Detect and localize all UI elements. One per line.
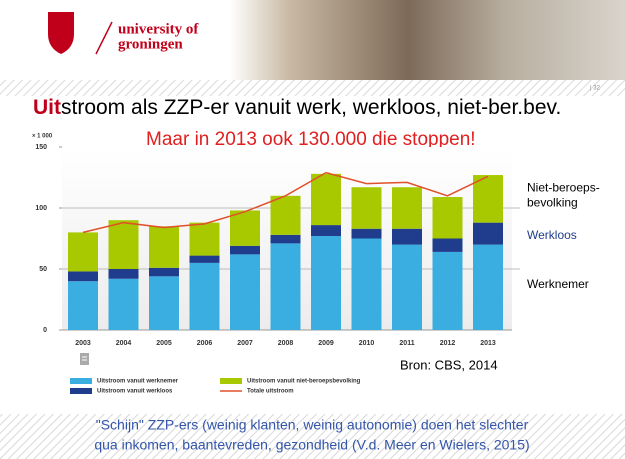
x-tick-label: 2008 xyxy=(278,340,294,347)
bar-segment xyxy=(311,236,341,330)
bar-segment xyxy=(149,226,179,268)
x-tick-label: 2003 xyxy=(75,340,91,347)
annotation: Werknemer xyxy=(527,277,589,291)
bar-segment xyxy=(149,276,179,330)
x-tick-label: 2010 xyxy=(359,340,375,347)
bar-segment xyxy=(473,175,503,223)
y-tick-label: 50 xyxy=(39,266,47,273)
y-tick-label: 0 xyxy=(43,327,47,334)
bar-segment xyxy=(311,173,341,226)
slide-title: Uitstroom als ZZP-er vanuit werk, werklo… xyxy=(33,96,561,119)
legend-swatch xyxy=(220,378,242,384)
bar-segment xyxy=(351,228,382,239)
bar-segment xyxy=(392,228,422,245)
bar-segment xyxy=(230,210,260,246)
bar-segment xyxy=(270,243,301,330)
bar-segment xyxy=(311,225,341,237)
bar-segment xyxy=(230,245,260,255)
bar-segment xyxy=(149,267,179,277)
legend-label: Uitstroom vanuit werknemer xyxy=(97,379,179,385)
bar-segment xyxy=(351,238,382,330)
y-tick-label: 150 xyxy=(35,144,47,151)
bar-segment xyxy=(432,238,463,252)
legend-label: Totale uitstroom xyxy=(247,389,294,395)
bar-segment xyxy=(68,232,98,272)
bar-segment xyxy=(230,254,260,330)
bar-segment xyxy=(473,222,503,245)
footer-text: qua inkomen, baantevreden, gezondheid (V… xyxy=(94,437,529,453)
x-tick-label: 2007 xyxy=(237,340,253,347)
subtitle: Maar in 2013 ook 130.000 die stoppen! xyxy=(146,129,476,150)
bar-segment xyxy=(392,244,422,330)
x-tick-label: 2011 xyxy=(399,340,414,347)
x-tick-label: 2005 xyxy=(156,340,172,347)
logo-slash xyxy=(95,21,113,55)
source: Bron: CBS, 2014 xyxy=(400,357,498,372)
logo-shield xyxy=(48,12,74,54)
x-tick-label: 2006 xyxy=(197,340,213,347)
bar-segment xyxy=(68,271,98,282)
bar-segment xyxy=(432,197,463,239)
legend-label: Uitstroom vanuit niet-beroepsbevolking xyxy=(247,379,361,385)
bar-segment xyxy=(108,220,139,269)
bar-segment xyxy=(270,234,301,244)
bar-segment xyxy=(189,262,220,330)
bar-segment xyxy=(392,187,422,229)
x-tick-label: 2012 xyxy=(440,340,456,347)
logo-text: groningen xyxy=(118,36,183,52)
bar-segment xyxy=(189,222,220,256)
x-tick-label: 2013 xyxy=(480,340,496,347)
header-photo xyxy=(230,0,625,80)
legend-label: Uitstroom vanuit werkloos xyxy=(97,389,173,395)
footer-text: "Schijn" ZZP-ers (weinig klanten, weinig… xyxy=(96,417,529,433)
doc-icon xyxy=(80,353,89,365)
bar-segment xyxy=(432,251,463,330)
annotation: Niet-beroeps- xyxy=(527,180,600,194)
bar-segment xyxy=(108,269,139,279)
legend-swatch xyxy=(70,378,92,384)
y-tick-label: 100 xyxy=(35,205,47,212)
page-number: | 32 xyxy=(590,86,601,92)
x-tick-label: 2004 xyxy=(116,340,132,347)
y-unit: × 1 000 xyxy=(32,134,53,140)
title-highlight: Uit xyxy=(33,96,61,119)
bar-segment xyxy=(270,195,301,235)
annotation: bevolking xyxy=(527,195,578,209)
bar-segment xyxy=(351,187,382,229)
bar-segment xyxy=(473,244,503,330)
title-rest: stroom als ZZP-er vanuit werk, werkloos,… xyxy=(61,96,561,119)
logo-text: university of xyxy=(118,21,199,37)
bar-segment xyxy=(108,278,139,330)
legend-swatch xyxy=(70,388,92,394)
bar-segment xyxy=(68,281,98,330)
annotation: Werkloos xyxy=(527,228,577,242)
x-tick-label: 2009 xyxy=(318,340,334,347)
total-line xyxy=(82,171,489,234)
bar-segment xyxy=(189,255,220,263)
